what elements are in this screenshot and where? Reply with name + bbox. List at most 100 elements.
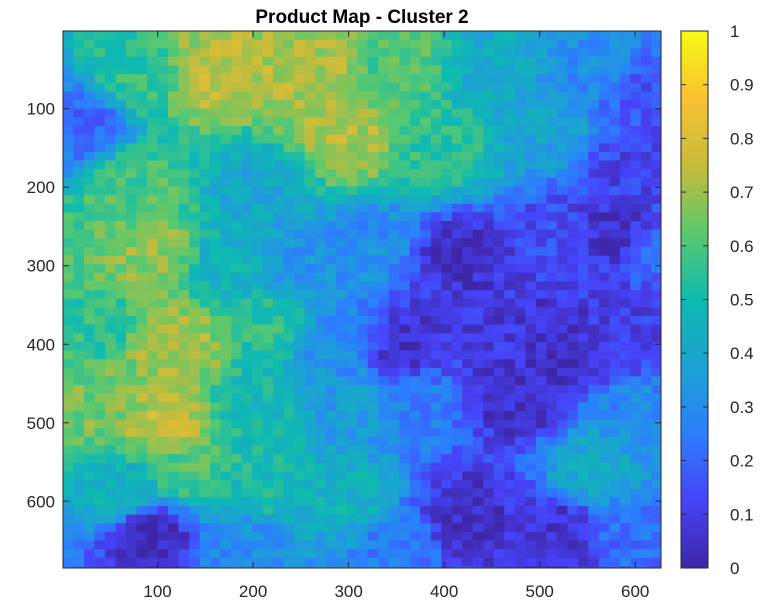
heatmap-cell	[640, 134, 653, 144]
heatmap-cell	[462, 212, 474, 222]
heatmap-cell	[367, 186, 379, 196]
heatmap-cell	[546, 39, 558, 49]
heatmap-cell	[336, 324, 348, 334]
heatmap-cell	[262, 410, 274, 421]
heatmap-cell	[546, 56, 558, 67]
heatmap-cell	[483, 151, 495, 162]
heatmap-cell	[262, 281, 274, 291]
heatmap-cell	[619, 143, 632, 153]
heatmap-cell	[115, 264, 127, 274]
heatmap-cell	[283, 428, 295, 438]
heatmap-cell	[273, 246, 285, 257]
heatmap-cell	[126, 48, 138, 58]
heatmap-cell	[262, 436, 274, 447]
heatmap-cell	[609, 445, 621, 455]
heatmap-cell	[189, 177, 201, 188]
heatmap-cell	[567, 39, 579, 49]
heatmap-cell	[336, 65, 348, 75]
heatmap-cell	[199, 307, 211, 317]
heatmap-cell	[493, 410, 505, 421]
heatmap-cell	[336, 350, 348, 360]
heatmap-cell	[556, 246, 568, 257]
heatmap-cell	[73, 393, 85, 403]
heatmap-cell	[231, 264, 243, 274]
heatmap-cell	[388, 290, 400, 300]
heatmap-cell	[189, 65, 201, 75]
heatmap-cell	[420, 74, 432, 84]
heatmap-cell	[399, 402, 411, 412]
heatmap-cell	[535, 264, 547, 274]
heatmap-cell	[252, 195, 264, 205]
heatmap-cell	[514, 324, 526, 334]
heatmap-cell	[630, 100, 642, 110]
heatmap-cell	[451, 48, 463, 58]
heatmap-cell	[399, 31, 411, 41]
heatmap-cell	[189, 523, 201, 533]
heatmap-cell	[189, 143, 201, 153]
heatmap-cell	[231, 367, 243, 378]
heatmap-cell	[84, 290, 96, 300]
heatmap-cell	[609, 281, 621, 291]
heatmap-cell	[409, 341, 421, 352]
heatmap-cell	[105, 531, 117, 542]
heatmap-cell	[598, 454, 611, 464]
heatmap-cell	[199, 566, 211, 568]
heatmap-cell	[588, 195, 600, 205]
heatmap-cell	[94, 31, 106, 41]
heatmap-cell	[409, 177, 421, 188]
heatmap-cell	[504, 143, 516, 153]
heatmap-cell	[430, 341, 442, 352]
heatmap-cell	[178, 315, 190, 326]
heatmap-cell	[483, 177, 495, 188]
heatmap-cell	[483, 117, 495, 127]
heatmap-cell	[462, 531, 474, 542]
heatmap-cell	[483, 255, 495, 265]
heatmap-cell	[84, 238, 96, 248]
heatmap-cell	[178, 393, 190, 403]
heatmap-cell	[84, 315, 96, 326]
heatmap-cell	[535, 246, 547, 257]
heatmap-cell	[105, 462, 117, 473]
heatmap-cell	[105, 117, 117, 127]
heatmap-cell	[241, 341, 253, 352]
heatmap-cell	[420, 419, 432, 429]
heatmap-cell	[273, 255, 285, 265]
heatmap-cell	[336, 367, 348, 378]
heatmap-cell	[472, 428, 484, 438]
heatmap-cell	[420, 56, 432, 67]
heatmap-cell	[357, 264, 369, 274]
heatmap-cell	[535, 212, 547, 222]
heatmap-cell	[273, 505, 285, 516]
heatmap-cell	[94, 151, 106, 162]
heatmap-cell	[493, 238, 505, 248]
heatmap-cell	[493, 385, 505, 395]
heatmap-cell	[420, 566, 432, 568]
heatmap-cell	[472, 376, 484, 386]
heatmap-cell	[304, 350, 316, 360]
heatmap-cell	[126, 402, 138, 412]
heatmap-cell	[525, 31, 537, 41]
heatmap-cell	[252, 505, 264, 516]
heatmap-cell	[535, 488, 547, 498]
heatmap-cell	[63, 39, 75, 49]
heatmap-cell	[105, 454, 117, 464]
heatmap-cell	[189, 264, 201, 274]
heatmap-cell	[504, 74, 516, 84]
heatmap-cell	[388, 341, 400, 352]
heatmap-cell	[325, 315, 337, 326]
heatmap-cell	[630, 557, 642, 568]
heatmap-cell	[598, 186, 611, 196]
heatmap-cell	[304, 315, 316, 326]
heatmap-cell	[210, 566, 222, 568]
heatmap-cell	[357, 39, 369, 49]
heatmap-cell	[409, 195, 421, 205]
heatmap-cell	[262, 169, 274, 179]
heatmap-cell	[199, 238, 211, 248]
heatmap-cell	[367, 385, 379, 395]
heatmap-cell	[220, 39, 232, 49]
heatmap-cell	[378, 281, 390, 291]
heatmap-cell	[283, 445, 295, 455]
heatmap-cell	[84, 419, 96, 429]
heatmap-cell	[210, 100, 222, 110]
heatmap-cell	[441, 264, 453, 274]
